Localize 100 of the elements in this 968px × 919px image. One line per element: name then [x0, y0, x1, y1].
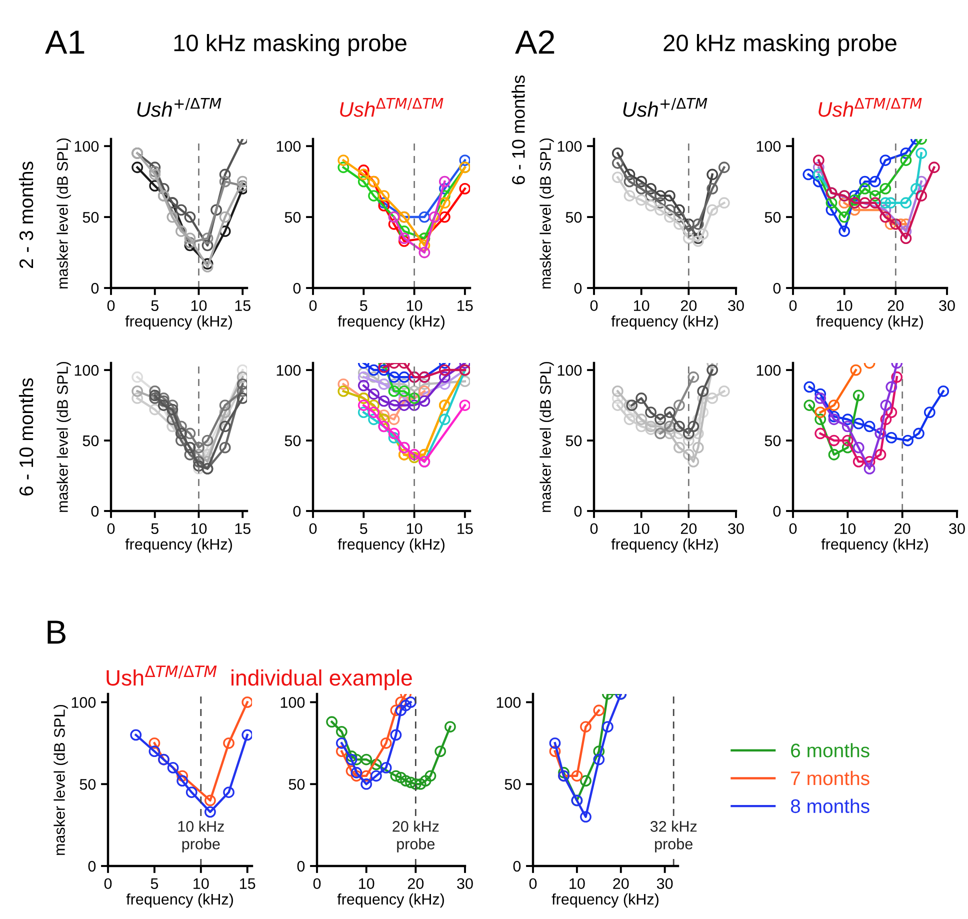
y-tick-label: 100: [276, 364, 301, 376]
text: Ush$^{ΔTM/ΔTM}$ individual example: [106, 666, 412, 690]
x-axis-title: frequency (kHz): [611, 315, 718, 330]
x-axis-title: frequency (kHz): [816, 315, 923, 330]
y-tick-label: 50: [284, 212, 301, 223]
chart-title: Ush$^{+/ΔTM}$: [137, 98, 222, 117]
x-tick-label: 0: [313, 878, 321, 890]
text: 2 - 3 months: [18, 162, 34, 268]
y-tick-label: 50: [82, 212, 99, 223]
y-axis-title: masker level (dB SPL): [54, 704, 68, 855]
x-tick-label: 0: [529, 878, 537, 890]
y-axis-title: masker level (dB SPL): [540, 138, 554, 288]
text: 6 - 10 months: [18, 378, 34, 496]
legend-label: 7 months: [791, 770, 870, 786]
x-axis-title: frequency (kHz): [552, 893, 658, 908]
x-tick-label: 15: [235, 523, 250, 534]
y-tick-label: 0: [297, 860, 305, 872]
text: B: [48, 620, 66, 644]
text: 6 - 10 months: [512, 75, 525, 184]
x-tick-label: 5: [151, 300, 158, 312]
x-tick-label: 15: [235, 300, 250, 312]
x-tick-label: 0: [590, 300, 598, 312]
y-tick-label: 50: [80, 778, 96, 790]
x-tick-label: 10: [634, 523, 650, 534]
y-tick-label: 100: [72, 697, 96, 708]
y-tick-label: 0: [574, 506, 582, 517]
x-tick-label: 0: [789, 300, 797, 312]
x-tick-label: 20: [408, 878, 424, 890]
y-axis-title: masker level (dB SPL): [540, 362, 554, 512]
x-tick-label: 0: [789, 523, 797, 534]
x-axis-title: frequency (kHz): [338, 538, 444, 553]
x-tick-label: 20: [888, 300, 904, 312]
y-tick-label: 0: [773, 506, 781, 517]
x-tick-label: 15: [240, 878, 256, 890]
y-tick-label: 0: [88, 860, 96, 872]
y-tick-label: 50: [566, 212, 582, 223]
x-tick-label: 10: [634, 300, 650, 312]
y-tick-label: 50: [82, 435, 99, 446]
x-tick-label: 10: [194, 878, 209, 890]
y-tick-label: 100: [756, 364, 781, 376]
y-tick-label: 100: [558, 140, 582, 152]
x-tick-label: 0: [104, 878, 112, 890]
x-tick-label: 0: [107, 523, 115, 534]
text: 20 kHz masking probe: [664, 34, 896, 56]
x-tick-label: 10: [406, 523, 422, 534]
y-tick-label: 100: [558, 364, 582, 376]
x-tick-label: 20: [613, 878, 629, 890]
x-axis-title: frequency (kHz): [821, 538, 928, 553]
x-tick-label: 0: [309, 523, 317, 534]
y-tick-label: 100: [280, 697, 305, 708]
y-tick-label: 0: [91, 282, 99, 294]
x-tick-label: 15: [458, 300, 473, 312]
ref-line-label: 32 kHz probe: [650, 820, 697, 852]
x-tick-label: 10: [191, 523, 207, 534]
y-tick-label: 50: [504, 778, 521, 790]
y-tick-label: 0: [91, 506, 99, 517]
x-axis-title: frequency (kHz): [338, 315, 444, 330]
x-tick-label: 0: [309, 300, 317, 312]
x-tick-label: 10: [406, 300, 422, 312]
x-axis-title: frequency (kHz): [125, 315, 232, 330]
ref-line-label: 20 kHz probe: [392, 820, 439, 852]
ref-line-label: 10 kHz probe: [178, 820, 224, 852]
x-tick-label: 5: [360, 300, 368, 312]
y-axis-title: masker level (dB SPL): [56, 138, 71, 288]
x-tick-label: 30: [939, 300, 955, 312]
x-tick-label: 30: [949, 523, 965, 534]
legend-label: 6 months: [791, 743, 870, 758]
x-axis-title: frequency (kHz): [125, 538, 232, 553]
x-tick-label: 0: [107, 300, 115, 312]
y-tick-label: 0: [293, 282, 301, 294]
x-tick-label: 20: [680, 300, 697, 312]
x-tick-label: 5: [151, 523, 158, 534]
x-tick-label: 30: [457, 878, 473, 890]
text: A2: [515, 30, 554, 54]
y-tick-label: 100: [74, 140, 99, 152]
x-tick-label: 10: [570, 878, 585, 890]
x-tick-label: 30: [728, 300, 744, 312]
text: A1: [45, 30, 84, 54]
x-tick-label: 10: [837, 300, 852, 312]
y-tick-label: 0: [513, 860, 521, 872]
chart-title: Ush$^{+/ΔTM}$: [623, 98, 708, 117]
y-tick-label: 0: [574, 282, 582, 294]
x-tick-label: 10: [840, 523, 856, 534]
x-tick-label: 10: [191, 300, 207, 312]
x-tick-label: 10: [359, 878, 374, 890]
x-tick-label: 20: [894, 523, 910, 534]
y-tick-label: 50: [764, 212, 781, 223]
x-tick-label: 30: [656, 878, 673, 890]
x-axis-title: frequency (kHz): [126, 893, 233, 908]
text: 10 kHz masking probe: [174, 34, 406, 56]
legend-label: 8 months: [790, 798, 870, 814]
x-tick-label: 0: [590, 523, 598, 534]
y-tick-label: 50: [284, 435, 301, 446]
y-axis-title: masker level (dB SPL): [56, 362, 71, 512]
y-tick-label: 0: [293, 506, 301, 517]
y-tick-label: 100: [756, 140, 781, 152]
chart-title: Ush$^{ΔTM/ΔTM}$: [818, 98, 922, 117]
y-tick-label: 0: [773, 282, 781, 294]
x-tick-label: 20: [680, 523, 697, 534]
y-tick-label: 100: [74, 364, 99, 376]
